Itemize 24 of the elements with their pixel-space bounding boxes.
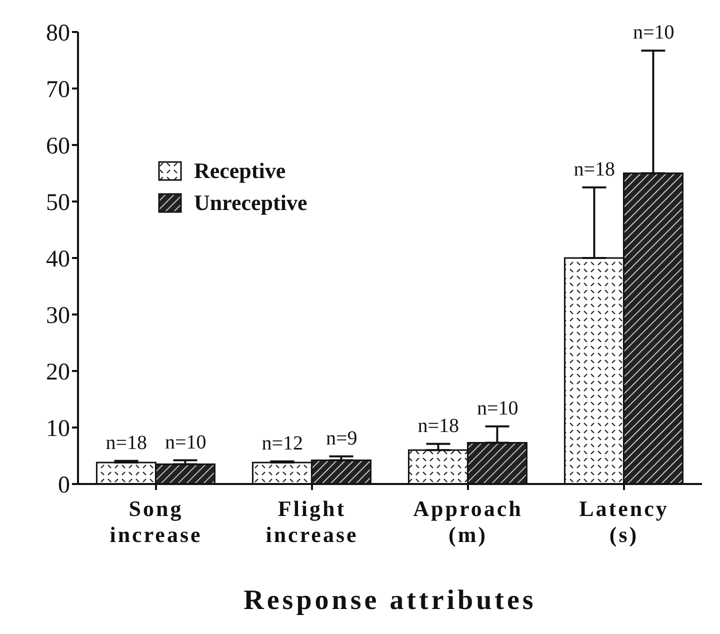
y-tick-label: 30 bbox=[46, 303, 70, 330]
y-tick-label: 60 bbox=[46, 134, 70, 160]
x-tick-label: Approach (m) bbox=[413, 496, 523, 547]
y-tick-label: 20 bbox=[46, 360, 70, 386]
y-tick-label: 70 bbox=[46, 77, 70, 104]
x-axis-title: Response attributes bbox=[244, 585, 536, 616]
annotation: n=10 bbox=[477, 397, 518, 420]
legend-label: Receptive bbox=[194, 158, 286, 184]
x-tick-label: Song increase bbox=[110, 496, 202, 547]
x-tick-label: Latency (s) bbox=[579, 496, 669, 547]
annotation: n=9 bbox=[326, 427, 358, 450]
y-tick-label: 10 bbox=[46, 416, 70, 442]
y-tick-label: 50 bbox=[46, 190, 70, 216]
annotation: n=18 bbox=[418, 414, 459, 437]
y-tick-label: 40 bbox=[46, 246, 70, 273]
annotation: n=10 bbox=[633, 22, 674, 44]
legend-label: Unreceptive bbox=[194, 190, 308, 216]
y-tick-label: 80 bbox=[46, 20, 70, 47]
x-tick-label: Flight increase bbox=[266, 496, 358, 547]
annotation: n=18 bbox=[106, 432, 147, 454]
annotation: n=12 bbox=[262, 432, 303, 454]
annotation: n=18 bbox=[574, 158, 615, 180]
annotation: n=10 bbox=[165, 431, 206, 454]
y-tick-label: 0 bbox=[58, 472, 70, 499]
